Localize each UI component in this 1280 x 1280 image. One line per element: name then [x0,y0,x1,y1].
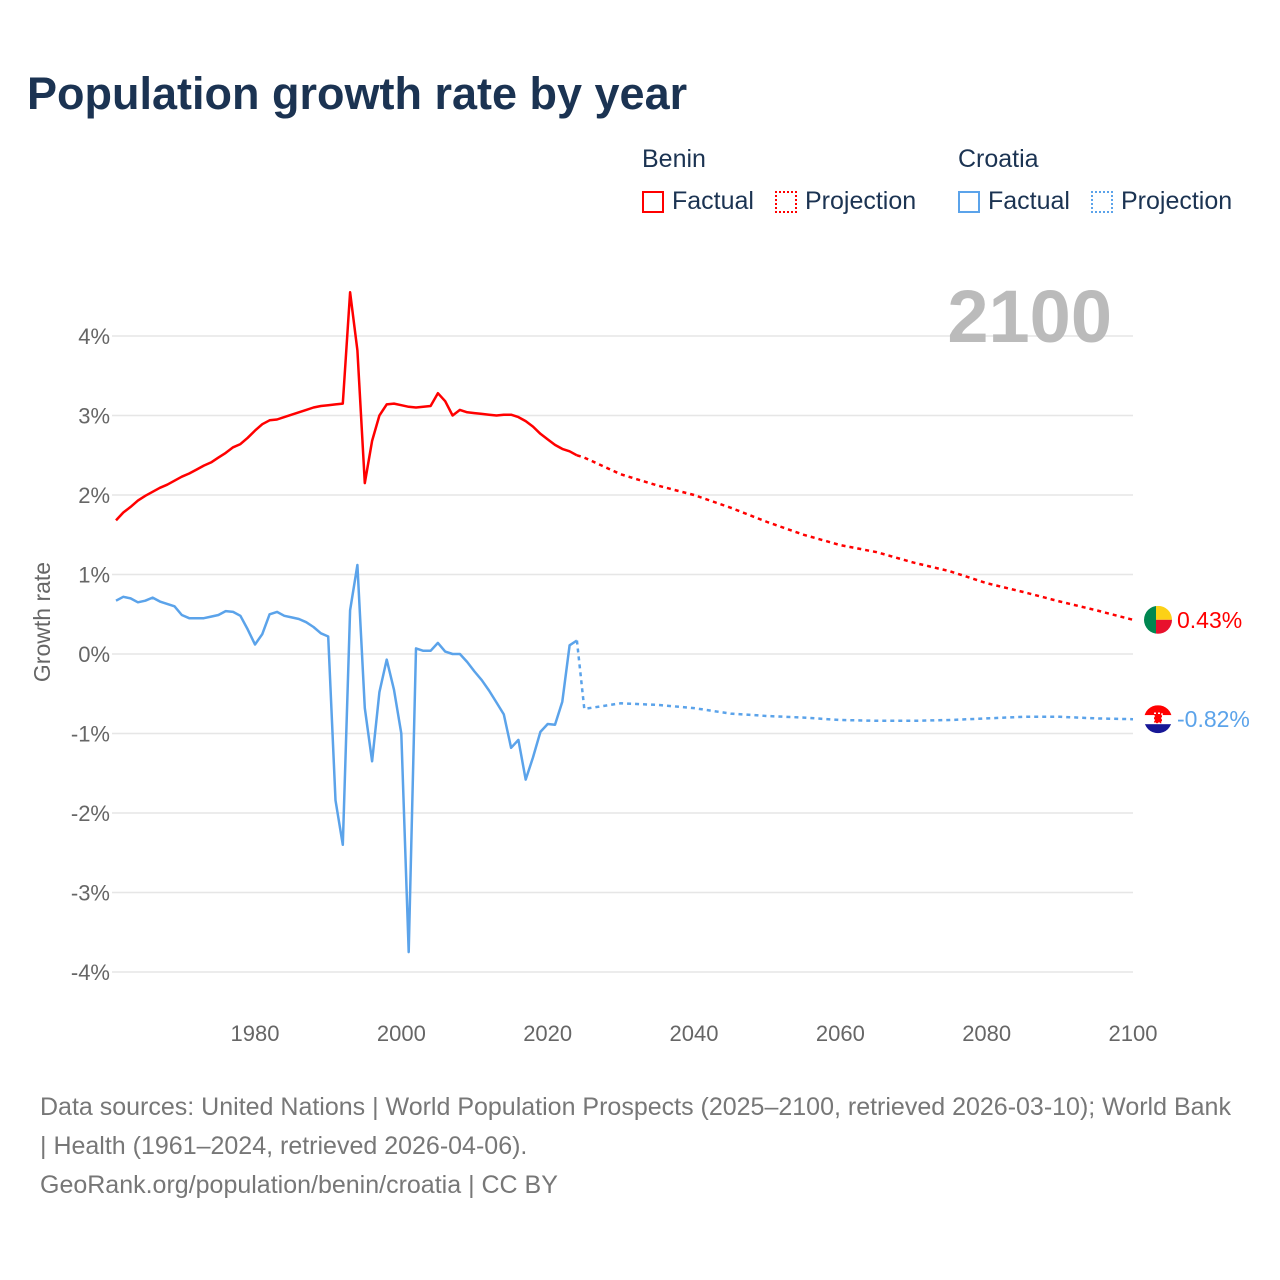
legend-title-croatia: Croatia [958,145,1039,173]
x-tick-label: 2020 [523,1021,572,1046]
y-tick-label: 4% [78,324,110,349]
y-tick-label: -4% [71,960,110,985]
flag-part [1156,619,1172,634]
series-line-benin-factual [115,291,578,522]
flag-part [1156,605,1172,620]
swatch-dotted-icon [775,190,797,213]
end-label-croatia: -0.82% [1177,706,1250,732]
flag-part [1144,724,1172,734]
y-tick-label: -2% [71,801,110,826]
chart-title: Population growth rate by year [27,68,688,119]
x-tick-label: 2080 [962,1021,1011,1046]
x-tick-label: 2040 [670,1021,719,1046]
x-tick-label: 1980 [231,1021,280,1046]
swatch-dotted-icon [1091,190,1113,213]
y-tick-label: -1% [71,722,110,747]
x-tick-label: 2060 [816,1021,865,1046]
flag-part [1144,705,1172,716]
swatch-solid-icon [958,190,980,213]
series-line-benin-projection [576,454,1134,622]
x-tick-label: 2100 [1109,1021,1158,1046]
y-axis-label: Growth rate [29,562,55,682]
croatia-flag-icon [1144,705,1172,734]
flag-part [1153,712,1163,724]
legend-label: Factual [672,187,754,215]
legend-benin-factual[interactable]: Factual [642,187,754,216]
legend-title-benin: Benin [642,145,706,173]
y-tick-label: 1% [78,563,110,588]
legend-benin-projection[interactable]: Projection [775,187,916,216]
chart-plot: -4% -3% -2% -1% 0% 1% 2% 3% 4% 1980 2000 2020 2040 20… [29,275,1250,1046]
y-tick-label: 0% [78,642,110,667]
legend-croatia-factual[interactable]: Factual [958,187,1070,216]
data-sources: Data sources: United Nations | World Pop… [40,1093,1231,1160]
y-tick-label: 2% [78,483,110,508]
legend-label: Projection [1121,187,1233,215]
benin-flag-icon [1144,605,1172,634]
y-tick-label: -3% [71,881,110,906]
flag-part [1144,605,1156,634]
end-label-benin: 0.43% [1177,607,1242,633]
legend-croatia-projection[interactable]: Projection [1091,187,1232,216]
footer: Data sources: United Nations | World Pop… [40,1088,1240,1205]
series-line-croatia-projection [575,640,1134,723]
x-tick-label: 2000 [377,1021,426,1046]
series-line-croatia-factual [115,563,578,954]
legend-label: Projection [805,187,917,215]
credit-link[interactable]: GeoRank.org/population/benin/croatia | C… [40,1171,558,1199]
year-label: 2100 [947,275,1112,358]
legend-label: Factual [988,187,1070,215]
swatch-solid-icon [642,190,664,213]
y-tick-label: 3% [78,404,110,429]
